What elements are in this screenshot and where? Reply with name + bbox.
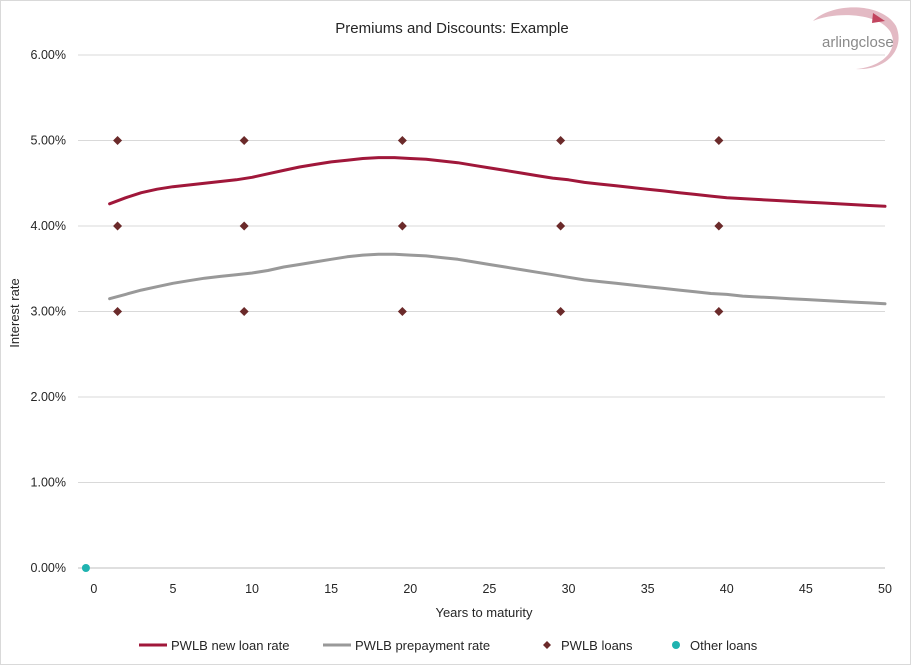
pwlb-loans-point xyxy=(714,136,724,145)
x-tick-label: 45 xyxy=(799,582,813,596)
logo-arrow xyxy=(872,13,885,23)
y-tick-label: 0.00% xyxy=(31,561,66,575)
pwlb-loans-point xyxy=(113,307,123,316)
x-tick-label: 20 xyxy=(403,582,417,596)
x-tick-label: 40 xyxy=(720,582,734,596)
y-tick-label: 3.00% xyxy=(31,305,66,319)
pwlb-loans-point xyxy=(397,221,407,231)
pwlb-loans-point xyxy=(113,136,123,145)
arlingclose-logo: arlingclose xyxy=(813,7,899,70)
legend-label-pwlb-new-loan-rate: PWLB new loan rate xyxy=(171,638,290,653)
x-tick-label: 50 xyxy=(878,582,892,596)
x-tick-label: 10 xyxy=(245,582,259,596)
x-tick-label: 5 xyxy=(169,582,176,596)
y-tick-label: 2.00% xyxy=(31,390,66,404)
y-axis-label: Interest rate xyxy=(7,278,22,347)
x-axis-tick-labels: 0 5 10 15 20 25 30 35 40 45 50 xyxy=(90,582,892,596)
y-axis-tick-labels: 0.00% 1.00% 2.00% 3.00% 4.00% 5.00% 6.00% xyxy=(31,48,66,575)
y-tick-label: 4.00% xyxy=(31,219,66,233)
pwlb-loans-point xyxy=(239,307,249,316)
pwlb-loans-point xyxy=(714,221,724,231)
y-tick-label: 5.00% xyxy=(31,134,66,148)
plot-series xyxy=(81,136,887,572)
pwlb-loans-point xyxy=(556,307,566,316)
pwlb-loans-point xyxy=(556,136,566,145)
pwlb-loans-point xyxy=(556,221,566,231)
other-loans-point xyxy=(81,564,90,572)
logo-text: arlingclose xyxy=(822,34,894,51)
pwlb-loans-point xyxy=(239,136,249,145)
legend-label-pwlb-loans: PWLB loans xyxy=(561,638,633,653)
gridlines xyxy=(78,54,885,483)
pwlb-prepayment-rate-line xyxy=(108,252,887,306)
pwlb-loans-point xyxy=(239,221,249,231)
pwlb-loans-point xyxy=(397,136,407,145)
legend-swatch-other-loans xyxy=(672,641,680,649)
x-tick-label: 30 xyxy=(562,582,576,596)
pwlb-new-loan-rate-line xyxy=(108,156,887,208)
legend-swatch-pwlb-loans xyxy=(543,641,551,649)
x-tick-label: 25 xyxy=(482,582,496,596)
chart-title: Premiums and Discounts: Example xyxy=(335,20,568,37)
x-axis-label: Years to maturity xyxy=(435,605,533,620)
pwlb-loans-point xyxy=(714,307,724,316)
x-tick-label: 15 xyxy=(324,582,338,596)
pwlb-loans-point xyxy=(113,221,123,231)
y-tick-label: 6.00% xyxy=(31,48,66,62)
legend-label-other-loans: Other loans xyxy=(690,638,758,653)
legend-label-pwlb-prepayment-rate: PWLB prepayment rate xyxy=(355,638,490,653)
legend: PWLB new loan rate PWLB prepayment rate PW… xyxy=(139,638,758,653)
pwlb-loans-point xyxy=(397,307,407,316)
x-tick-label: 35 xyxy=(641,582,655,596)
y-tick-label: 1.00% xyxy=(31,476,66,490)
x-tick-label: 0 xyxy=(90,582,97,596)
